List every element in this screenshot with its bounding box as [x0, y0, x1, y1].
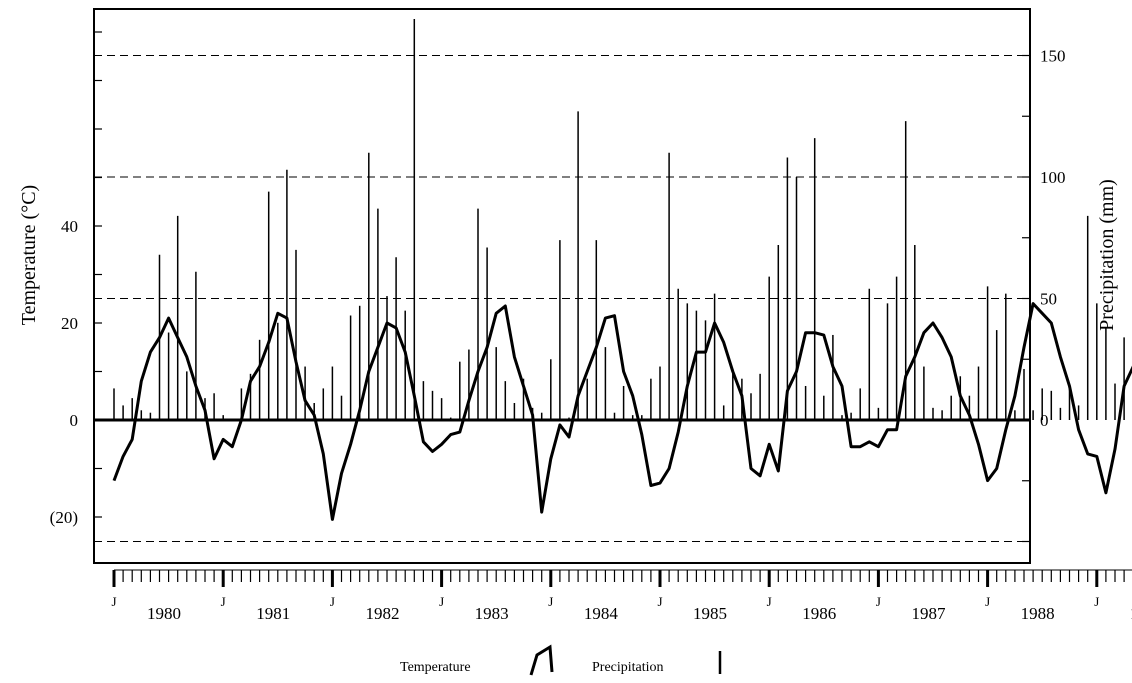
plot-frame	[93, 8, 1031, 564]
left-tick-label: (20)	[50, 508, 78, 527]
january-label: J	[657, 594, 662, 609]
year-label: 1985	[693, 604, 727, 623]
year-label: 1984	[584, 604, 619, 623]
left-tick-label: 20	[61, 314, 78, 333]
legend: Temperature Precipitation	[400, 644, 722, 676]
right-tick-label: 0	[1040, 411, 1049, 430]
year-label: 1983	[475, 604, 509, 623]
grid-lines	[94, 55, 1030, 542]
january-label: J	[1094, 594, 1099, 609]
year-label: 1988	[1021, 604, 1055, 623]
year-label: 1980	[147, 604, 181, 623]
temperature-line-group	[112, 302, 1132, 521]
year-label: 1981	[256, 604, 290, 623]
year-label: 1989	[1130, 604, 1132, 623]
y-right-axis-title: Precipitation (mm)	[1096, 179, 1118, 331]
precipitation-bars	[113, 19, 1125, 420]
right-tick-label: 100	[1040, 168, 1066, 187]
legend-precipitation-label: Precipitation	[592, 660, 664, 675]
axis-labels: 40 20 0 (20) 150 100 50 0 J J J J J J J J J J 1980 1981 1982…	[50, 47, 1132, 624]
january-label: J	[985, 594, 990, 609]
temperature-line	[112, 302, 1132, 521]
january-label: J	[876, 594, 881, 609]
left-tick-label: 40	[61, 217, 78, 236]
year-label: 1986	[802, 604, 836, 623]
legend-temperature-swatch	[529, 644, 554, 676]
january-label: J	[767, 594, 772, 609]
year-label: 1982	[365, 604, 399, 623]
january-label: J	[439, 594, 444, 609]
y-left-axis-title: Temperature (°C)	[18, 185, 40, 325]
axes	[93, 8, 1132, 587]
legend-temperature-label: Temperature	[400, 660, 471, 675]
january-label: J	[111, 594, 116, 609]
left-tick-label: 0	[70, 411, 79, 430]
january-label: J	[330, 594, 335, 609]
right-tick-label: 150	[1040, 47, 1066, 66]
january-label: J	[548, 594, 553, 609]
right-tick-label: 50	[1040, 290, 1057, 309]
year-label: 1987	[911, 604, 946, 623]
january-label: J	[221, 594, 226, 609]
